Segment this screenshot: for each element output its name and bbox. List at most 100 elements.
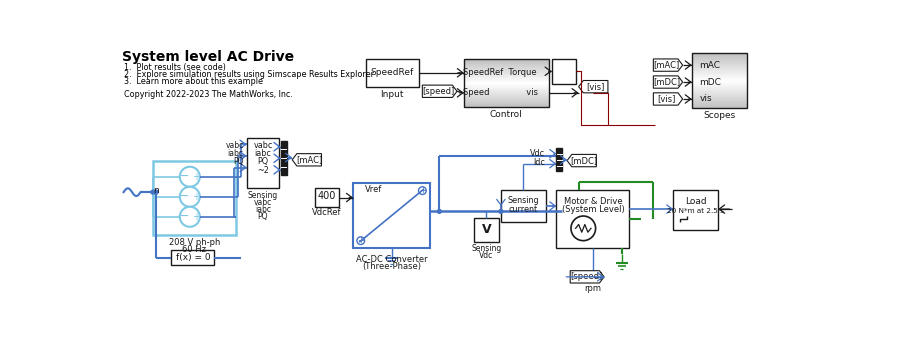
Text: 208 V ph-ph: 208 V ph-ph	[169, 238, 220, 247]
Polygon shape	[292, 154, 322, 166]
Bar	[692, 63, 747, 64]
Text: [vis]: [vis]	[586, 82, 604, 91]
Bar	[692, 81, 747, 82]
Circle shape	[418, 187, 426, 195]
Bar	[171, 250, 215, 265]
Bar	[281, 141, 287, 175]
Bar	[692, 64, 747, 65]
Bar	[692, 70, 747, 71]
Text: mAC: mAC	[700, 61, 721, 70]
Bar	[464, 72, 549, 73]
Text: (Three-Phase): (Three-Phase)	[362, 261, 421, 271]
Bar	[692, 95, 747, 96]
Bar	[464, 103, 549, 104]
Text: +: +	[192, 172, 200, 182]
Bar	[692, 72, 747, 73]
Bar	[464, 65, 549, 66]
Bar	[692, 69, 747, 70]
Text: iabc: iabc	[228, 149, 244, 158]
Bar	[464, 92, 549, 93]
Bar	[556, 190, 630, 247]
Circle shape	[154, 190, 158, 194]
Bar	[692, 62, 747, 63]
Text: ~2: ~2	[257, 166, 269, 175]
Polygon shape	[423, 85, 457, 97]
Text: Speed              vis: Speed vis	[463, 88, 537, 97]
Bar	[464, 74, 549, 75]
Text: [speed]: [speed]	[423, 87, 454, 96]
Bar	[464, 89, 549, 90]
Bar	[692, 54, 747, 55]
Text: n: n	[153, 186, 159, 195]
Bar	[692, 78, 747, 79]
Text: 20 N*m at 2.5 s: 20 N*m at 2.5 s	[667, 208, 724, 214]
Bar	[692, 89, 747, 90]
Text: [vis]: [vis]	[657, 94, 676, 104]
Text: Vdc: Vdc	[479, 251, 494, 260]
Text: vabc: vabc	[254, 141, 273, 150]
Bar	[501, 190, 545, 222]
Bar	[464, 66, 549, 68]
Bar	[464, 106, 549, 107]
Bar	[692, 66, 747, 68]
Text: f(x) = 0: f(x) = 0	[175, 253, 210, 262]
Bar	[464, 86, 549, 87]
Bar	[464, 95, 549, 96]
Bar	[692, 77, 747, 78]
Polygon shape	[654, 59, 683, 71]
Text: V: V	[482, 223, 491, 236]
Text: vabc: vabc	[254, 198, 272, 208]
Bar	[692, 101, 747, 102]
Bar	[153, 161, 236, 234]
Bar	[692, 85, 747, 86]
Text: Sensing: Sensing	[507, 196, 539, 205]
Bar	[692, 80, 747, 81]
Bar	[692, 94, 747, 95]
Bar	[692, 99, 747, 100]
Text: −: −	[178, 210, 189, 223]
Text: −: −	[178, 190, 189, 203]
Bar	[464, 62, 549, 63]
Bar	[692, 102, 747, 103]
Text: current: current	[509, 205, 538, 214]
Bar	[464, 64, 549, 65]
Bar	[692, 58, 747, 59]
Bar	[464, 59, 549, 60]
Bar	[464, 84, 549, 85]
Text: VdcRef: VdcRef	[312, 209, 342, 217]
Bar	[247, 138, 279, 188]
Bar	[692, 104, 747, 105]
Text: (System Level): (System Level)	[562, 205, 624, 214]
Text: PQ: PQ	[234, 157, 244, 166]
Bar	[692, 88, 747, 89]
Bar	[366, 59, 418, 87]
Text: [mAC]: [mAC]	[654, 61, 680, 70]
Bar	[464, 63, 549, 64]
Text: [mAC]: [mAC]	[296, 155, 323, 164]
Text: vis: vis	[700, 94, 712, 104]
Bar	[692, 84, 747, 85]
Bar	[692, 68, 747, 69]
Bar	[692, 86, 747, 87]
Bar	[464, 105, 549, 106]
Bar	[692, 76, 747, 77]
Text: 1.  Plot results (see code): 1. Plot results (see code)	[124, 63, 225, 72]
Bar	[552, 59, 576, 84]
Text: [mDC]: [mDC]	[654, 78, 681, 86]
Bar	[692, 71, 747, 72]
Bar	[464, 75, 549, 76]
Circle shape	[180, 187, 200, 207]
Bar	[464, 60, 549, 61]
Bar	[464, 93, 549, 94]
Bar	[464, 98, 549, 99]
Bar	[692, 100, 747, 101]
Circle shape	[180, 207, 200, 227]
Circle shape	[180, 167, 200, 187]
Text: Vdc: Vdc	[530, 149, 544, 158]
Text: 2.  Explore simulation results using Simscape Results Explorer: 2. Explore simulation results using Sims…	[124, 70, 374, 79]
Bar	[692, 57, 747, 58]
Bar	[692, 82, 747, 83]
Text: +: +	[192, 212, 200, 222]
Bar	[692, 103, 747, 104]
Bar	[464, 73, 549, 74]
